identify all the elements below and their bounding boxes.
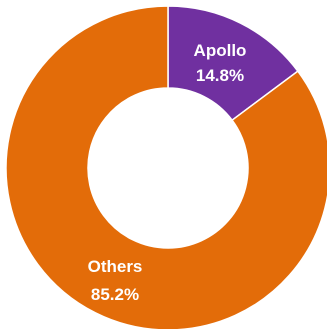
donut-slices bbox=[5, 5, 327, 329]
donut-slice-others bbox=[5, 5, 327, 329]
slice-label-others-name: Others bbox=[88, 257, 143, 276]
slice-label-apollo-value: 14.8% bbox=[196, 66, 244, 85]
donut-slice-apollo bbox=[167, 5, 299, 122]
slice-label-apollo-name: Apollo bbox=[194, 41, 247, 60]
donut-hole bbox=[88, 88, 248, 248]
slice-label-others-value: 85.2% bbox=[91, 285, 139, 304]
